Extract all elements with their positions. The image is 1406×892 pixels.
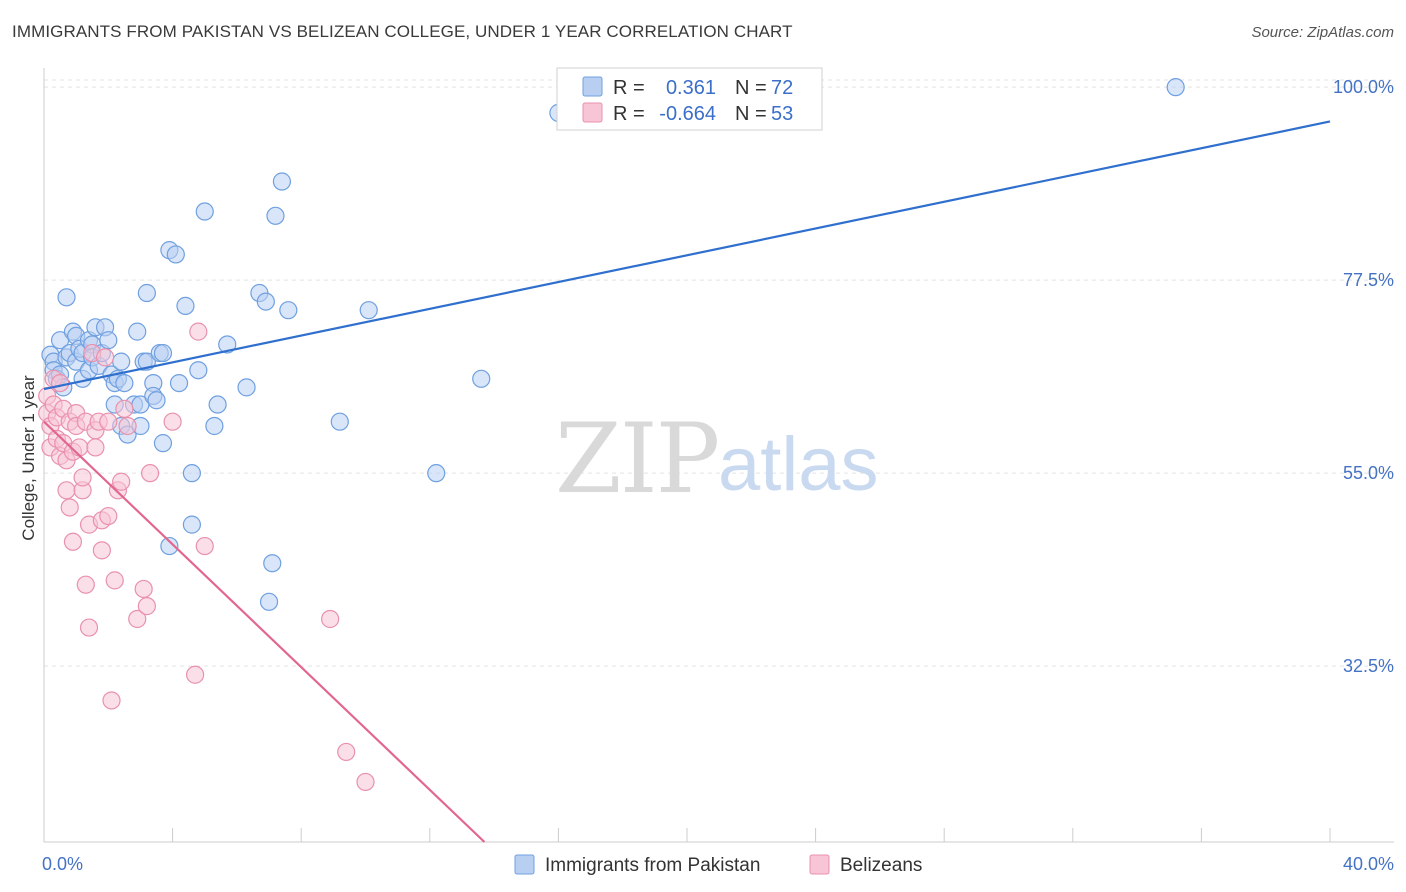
pakistan-point: [128, 322, 147, 341]
belizean-point: [140, 464, 160, 483]
belizean-point: [70, 438, 89, 457]
y-axis-label: College, Under 1 year: [19, 375, 38, 541]
bottom-legend-label-belizeans: Belizeans: [840, 855, 922, 876]
legend-swatch-belizeans: [582, 102, 603, 123]
belizean-point: [79, 618, 99, 637]
belizean-point: [356, 772, 375, 792]
belizean-point: [137, 597, 156, 616]
y-tick-label: 32.5%: [1343, 656, 1394, 676]
belizean-point: [95, 348, 115, 367]
pakistan-point: [189, 361, 208, 380]
pakistan-point: [263, 554, 282, 573]
bottom-legend: Immigrants from Pakistan Belizeans: [514, 854, 922, 876]
pakistan-point: [57, 288, 76, 307]
pakistan-point: [218, 335, 237, 354]
pakistan-point: [279, 301, 298, 320]
belizean-point: [105, 571, 124, 590]
belizean-point: [134, 579, 153, 599]
pakistan-point: [182, 464, 201, 483]
axes: [43, 68, 1394, 843]
bottom-legend-swatch-pakistan: [514, 854, 535, 875]
belizean-point: [195, 536, 214, 556]
belizean-trend-line: [43, 420, 486, 843]
grid-lines: [44, 79, 1394, 667]
y-tick-labels: 32.5% 55.0% 77.5% 100.0%: [1333, 77, 1394, 676]
pakistan-point: [472, 369, 491, 388]
y-tick-label: 77.5%: [1343, 270, 1394, 290]
legend-n-label-pakistan: N =: [735, 77, 767, 99]
belizean-point: [186, 665, 205, 684]
pakistan-point: [153, 343, 173, 363]
pakistan-point: [205, 416, 224, 436]
pakistan-point: [147, 391, 166, 410]
pakistan-point: [169, 373, 189, 393]
bottom-legend-swatch-belizeans: [809, 854, 830, 875]
pakistan-point: [166, 245, 185, 264]
pakistan-point: [237, 378, 256, 397]
pakistan-point: [427, 464, 446, 483]
pakistan-point: [208, 395, 227, 414]
pakistan-point: [115, 373, 134, 393]
belizean-point: [112, 472, 131, 491]
pakistan-point: [272, 172, 292, 191]
source-label: Source: ZipAtlas.com: [1251, 24, 1394, 41]
watermark-zip: ZIP: [555, 403, 718, 515]
belizean-point: [73, 468, 92, 487]
belizean-point: [163, 412, 182, 431]
pakistan-point: [330, 412, 349, 431]
legend-r-label-pakistan: R =: [613, 77, 645, 99]
legend-n-value-belizeans: 53: [771, 103, 793, 125]
legend-r-value-pakistan: 0.361: [666, 77, 716, 99]
watermark: ZIP atlas: [555, 403, 879, 515]
pakistan-point: [137, 283, 156, 303]
belizean-point: [115, 399, 134, 418]
watermark-atlas: atlas: [718, 422, 879, 507]
pakistan-point: [153, 434, 173, 453]
belizean-point: [99, 412, 118, 431]
legend-box: R = 0.361 N = 72 R = -0.664 N = 53: [556, 67, 823, 131]
x-tick-labels: 0.0% 40.0%: [42, 854, 1394, 874]
pakistan-point: [112, 352, 131, 371]
belizean-point: [63, 532, 83, 551]
belizean-point: [86, 438, 105, 457]
pakistan-point: [182, 515, 201, 534]
pakistan-point: [259, 592, 279, 611]
pakistan-point: [266, 206, 285, 225]
y-tick-label: 100.0%: [1333, 77, 1394, 97]
belizean-point: [337, 742, 356, 762]
belizean-point: [76, 575, 95, 594]
belizean-point: [50, 373, 70, 393]
belizean-point: [92, 541, 111, 560]
x-tick-label-min: 0.0%: [42, 854, 83, 874]
pakistan-point: [1166, 78, 1185, 97]
pakistan-point: [176, 296, 195, 315]
pakistan-point: [195, 202, 214, 221]
chart-title: IMMIGRANTS FROM PAKISTAN VS BELIZEAN COL…: [12, 22, 793, 41]
belizean-point: [128, 609, 147, 629]
legend-r-label-belizeans: R =: [613, 103, 645, 125]
belizean-point: [321, 609, 340, 629]
y-tick-label: 55.0%: [1343, 463, 1394, 483]
legend-r-value-belizeans: -0.664: [659, 103, 716, 125]
belizean-point: [102, 691, 121, 710]
legend-n-value-pakistan: 72: [771, 77, 793, 99]
x-tick-label-max: 40.0%: [1343, 854, 1394, 874]
belizean-point: [60, 498, 79, 517]
pakistan-trend-line: [43, 120, 1331, 391]
belizean-point: [99, 506, 118, 526]
legend-swatch-pakistan: [582, 76, 603, 97]
pakistan-point: [160, 536, 179, 556]
legend-n-label-belizeans: N =: [735, 103, 767, 125]
trend-lines: [43, 120, 1331, 843]
pakistan-point: [99, 331, 118, 350]
pakistan-point: [359, 301, 378, 320]
bottom-legend-label-pakistan: Immigrants from Pakistan: [545, 855, 760, 876]
belizean-point: [189, 322, 208, 341]
belizean-point: [118, 416, 137, 436]
data-points: [38, 78, 1185, 792]
pakistan-point: [256, 292, 275, 311]
belizean-point: [57, 481, 76, 500]
